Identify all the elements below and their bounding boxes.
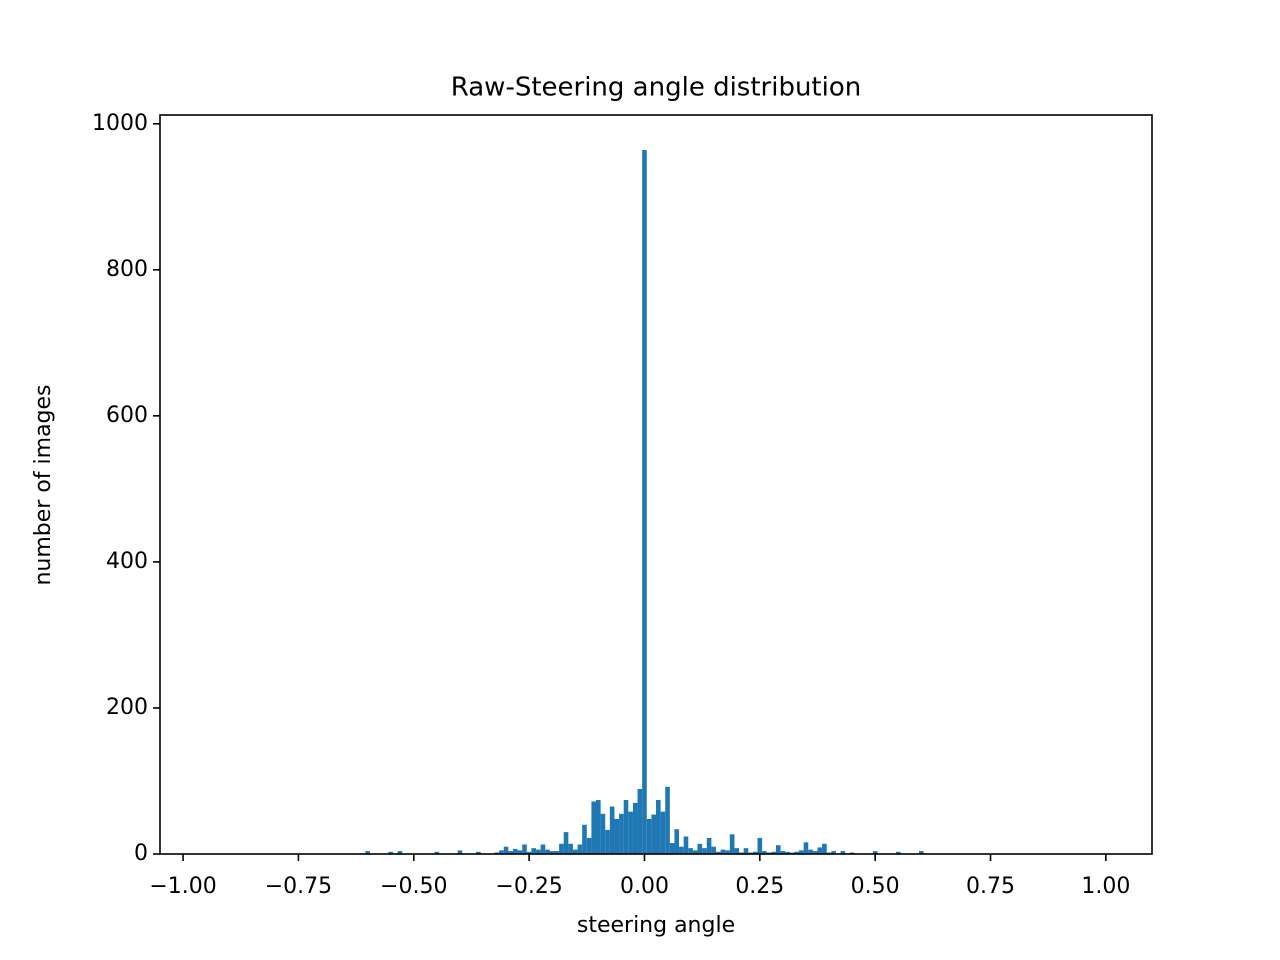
bar xyxy=(531,848,537,854)
bar xyxy=(683,836,689,854)
bar xyxy=(674,829,680,854)
bar xyxy=(503,846,509,854)
bar xyxy=(517,850,523,854)
bar xyxy=(572,849,578,854)
bar xyxy=(651,814,656,854)
bar xyxy=(605,829,610,854)
bar xyxy=(600,813,606,854)
x-tick-label: 0.00 xyxy=(620,874,669,899)
bar xyxy=(808,849,813,854)
x-tick-label: −1.00 xyxy=(149,874,216,899)
bar xyxy=(656,799,661,854)
bar xyxy=(526,851,532,854)
bar xyxy=(669,843,675,854)
bar xyxy=(720,849,726,854)
bar xyxy=(365,851,370,854)
x-axis-label: steering angle xyxy=(577,913,735,938)
bar xyxy=(822,843,827,854)
x-tick-label: −0.75 xyxy=(265,874,332,899)
y-tick-label: 1000 xyxy=(92,111,148,136)
bar xyxy=(665,786,670,854)
bar xyxy=(545,849,550,854)
bar xyxy=(434,851,440,854)
x-tick-label: 0.50 xyxy=(851,874,900,899)
x-tick-label: 0.75 xyxy=(966,874,1015,899)
bar xyxy=(628,811,633,854)
y-tick-label: 400 xyxy=(106,549,148,574)
bar xyxy=(499,850,504,854)
bar xyxy=(711,846,716,854)
bar xyxy=(586,837,592,854)
bar xyxy=(582,824,587,854)
y-tick-label: 0 xyxy=(134,841,148,866)
bar xyxy=(918,851,924,854)
bar xyxy=(692,850,698,854)
bar xyxy=(840,851,846,854)
bar xyxy=(476,851,481,854)
y-tick-label: 800 xyxy=(106,257,148,282)
bar xyxy=(568,843,573,854)
x-tick-label: 0.25 xyxy=(735,874,784,899)
bar xyxy=(577,844,583,854)
bar xyxy=(646,818,652,854)
bar xyxy=(812,851,818,854)
x-tick-label: −0.50 xyxy=(380,874,447,899)
bar xyxy=(614,818,620,854)
bar xyxy=(831,851,836,854)
bar xyxy=(734,848,740,854)
y-tick-label: 200 xyxy=(106,695,148,720)
bar xyxy=(508,851,513,854)
bar xyxy=(697,843,703,854)
bar xyxy=(388,851,394,854)
y-tick-label: 600 xyxy=(106,403,148,428)
bar xyxy=(596,799,601,854)
bar xyxy=(817,847,823,854)
bar xyxy=(397,851,403,854)
bar xyxy=(642,150,647,854)
bar xyxy=(536,849,541,854)
bar xyxy=(775,845,781,854)
bar xyxy=(688,848,693,854)
bar xyxy=(679,846,684,854)
bar xyxy=(609,806,615,854)
bar xyxy=(780,851,786,854)
chart-title: Raw-Steering angle distribution xyxy=(451,73,862,103)
bar xyxy=(752,851,758,854)
bar xyxy=(660,811,666,854)
bar xyxy=(591,801,597,854)
bar xyxy=(632,802,638,854)
bar xyxy=(872,851,878,854)
bar xyxy=(619,813,624,854)
bar xyxy=(637,789,643,854)
bar xyxy=(794,851,800,854)
x-tick-label: 1.00 xyxy=(1081,874,1130,899)
bar xyxy=(540,844,546,854)
bar xyxy=(729,834,735,854)
bar xyxy=(559,843,564,854)
bar xyxy=(799,850,804,854)
bar xyxy=(457,850,463,854)
bar xyxy=(762,851,767,854)
plot-frame xyxy=(159,114,1153,855)
bar xyxy=(757,837,763,854)
x-tick-label: −0.25 xyxy=(495,874,562,899)
bar xyxy=(715,851,721,854)
bar xyxy=(512,848,518,854)
bar xyxy=(563,832,569,854)
bar xyxy=(743,848,749,854)
bar xyxy=(554,851,560,854)
bar xyxy=(771,851,776,854)
bar xyxy=(803,842,809,854)
bar xyxy=(549,851,555,854)
bar xyxy=(623,799,629,854)
bar xyxy=(725,850,730,854)
bar xyxy=(706,837,712,854)
bar xyxy=(785,851,790,854)
bar xyxy=(895,851,901,854)
bar xyxy=(702,848,707,854)
y-axis-label: number of images xyxy=(31,384,56,585)
bar xyxy=(522,844,527,854)
